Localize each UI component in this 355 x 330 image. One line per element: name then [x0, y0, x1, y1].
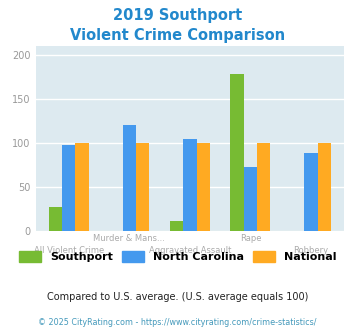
Bar — [230, 74, 244, 231]
Bar — [136, 143, 149, 231]
Bar — [170, 221, 183, 231]
Bar — [304, 153, 318, 231]
Text: © 2025 CityRating.com - https://www.cityrating.com/crime-statistics/: © 2025 CityRating.com - https://www.city… — [38, 318, 317, 327]
Bar — [244, 167, 257, 231]
Text: Compared to U.S. average. (U.S. average equals 100): Compared to U.S. average. (U.S. average … — [47, 292, 308, 302]
Bar — [257, 143, 271, 231]
Bar — [318, 143, 331, 231]
Text: Violent Crime Comparison: Violent Crime Comparison — [70, 28, 285, 43]
Bar — [49, 207, 62, 231]
Bar — [123, 125, 136, 231]
Bar — [183, 139, 197, 231]
Text: 2019 Southport: 2019 Southport — [113, 8, 242, 23]
Bar — [62, 145, 76, 231]
Bar — [76, 143, 89, 231]
Bar — [197, 143, 210, 231]
Legend: Southport, North Carolina, National: Southport, North Carolina, National — [14, 247, 341, 267]
